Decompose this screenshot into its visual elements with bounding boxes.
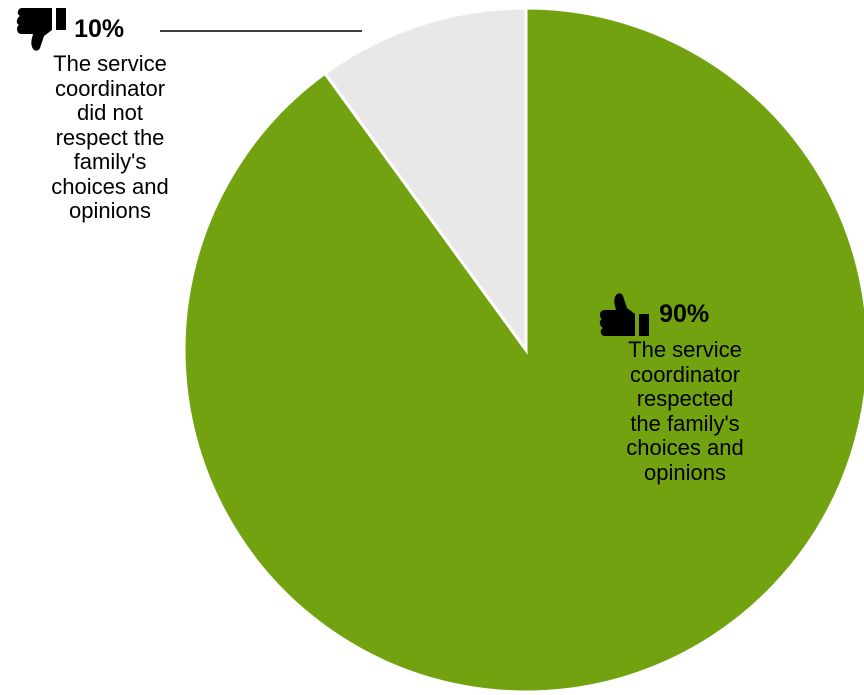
pie-slice-respected [182,6,864,694]
label-line: choices and [626,435,744,460]
label-line: coordinator [54,75,166,101]
data-label-did-not-respect: 10% The service coordinator did not respect… [10,6,210,224]
label-line: did not [76,100,144,125]
label-line: coordinator [629,361,741,387]
label-line: respected [636,386,734,411]
label-line: the family's [630,410,740,436]
thumbs-up-icon [599,293,649,336]
label-line: family's [73,149,147,174]
label-line: opinions [69,198,151,223]
thumbs-down-icon [16,8,66,51]
label-line: choices and [51,173,169,199]
data-label-respected: 90% The service coordinator respected the f… [585,290,785,485]
pie-slice-did-not-respect [322,6,528,355]
value-label: 10% [74,14,125,43]
label-line: The service [53,51,167,76]
label-line: respect the [55,124,165,150]
label-line: opinions [644,459,726,485]
slice-description: The service coordinator respected the famil… [585,337,785,485]
slice-description: The service coordinator did not respect the… [10,51,210,224]
label-line: The service [628,337,742,362]
value-label: 90% [659,299,710,328]
